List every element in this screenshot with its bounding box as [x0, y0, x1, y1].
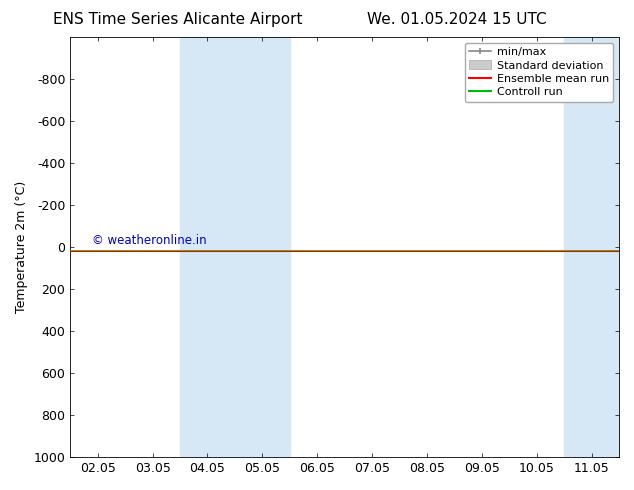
Legend: min/max, Standard deviation, Ensemble mean run, Controll run: min/max, Standard deviation, Ensemble me…: [465, 43, 614, 102]
Text: © weatheronline.in: © weatheronline.in: [92, 234, 207, 247]
Bar: [180, 37, 290, 457]
Bar: [564, 37, 619, 457]
Text: We. 01.05.2024 15 UTC: We. 01.05.2024 15 UTC: [366, 12, 547, 27]
Y-axis label: Temperature 2m (°C): Temperature 2m (°C): [15, 181, 28, 313]
Text: ENS Time Series Alicante Airport: ENS Time Series Alicante Airport: [53, 12, 302, 27]
